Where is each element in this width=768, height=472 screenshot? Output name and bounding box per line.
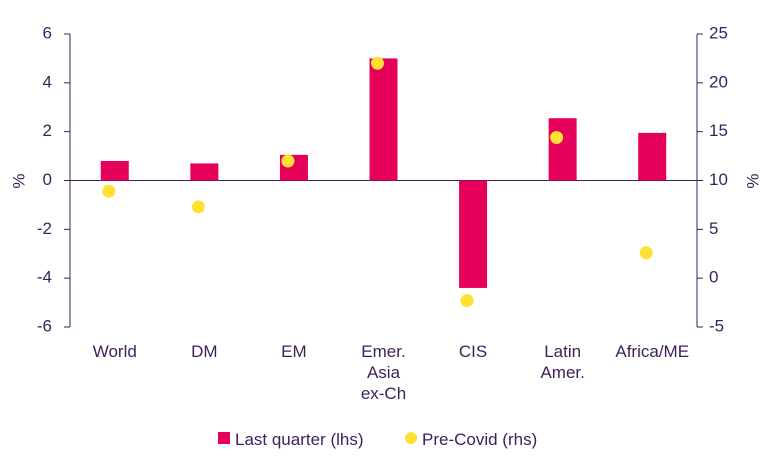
category-label: Emer. Asia ex-Ch bbox=[361, 342, 406, 403]
category-label-line: CIS bbox=[459, 342, 487, 361]
bar bbox=[459, 180, 488, 288]
dot bbox=[639, 246, 653, 260]
bar bbox=[638, 132, 667, 181]
bar-series bbox=[100, 58, 667, 288]
right-tick-label: 15 bbox=[709, 121, 728, 140]
left-tick-label: 2 bbox=[43, 121, 52, 140]
left-tick-label: -2 bbox=[37, 219, 52, 238]
category-label-line: Asia bbox=[367, 363, 401, 382]
category-label-line: World bbox=[93, 342, 137, 361]
dot bbox=[191, 200, 205, 214]
left-axis-ticks: -6 -4 -2 0 2 4 6 bbox=[37, 23, 70, 335]
right-axis-ticks: -5 0 5 10 15 20 25 bbox=[697, 23, 728, 335]
category-label-line: ex-Ch bbox=[361, 384, 406, 403]
bar bbox=[190, 163, 219, 181]
dot-series bbox=[102, 56, 653, 308]
legend-label-pre-covid: Pre-Covid (rhs) bbox=[422, 430, 537, 449]
category-label: DM bbox=[191, 342, 217, 361]
left-tick-label: 4 bbox=[43, 72, 52, 91]
dot bbox=[102, 184, 116, 198]
left-tick-label: -4 bbox=[37, 268, 52, 287]
category-label: Latin Amer. bbox=[540, 342, 584, 382]
bar bbox=[548, 118, 577, 181]
category-label: CIS bbox=[459, 342, 487, 361]
category-label-line: Africa/ME bbox=[615, 342, 689, 361]
left-tick-label: 0 bbox=[43, 170, 52, 189]
right-tick-label: -5 bbox=[709, 316, 724, 335]
category-label: World bbox=[93, 342, 137, 361]
legend-swatch-pre-covid bbox=[405, 432, 417, 444]
category-label-line: Latin bbox=[544, 342, 581, 361]
right-axis-title: % bbox=[743, 173, 762, 188]
category-label: EM bbox=[281, 342, 307, 361]
category-label-line: DM bbox=[191, 342, 217, 361]
right-tick-label: 0 bbox=[709, 268, 718, 287]
category-label-line: Amer. bbox=[540, 363, 584, 382]
legend: Last quarter (lhs) Pre-Covid (rhs) bbox=[218, 430, 537, 449]
legend-swatch-last-quarter bbox=[218, 432, 230, 444]
bar bbox=[369, 58, 398, 181]
left-axis-title: % bbox=[9, 173, 28, 188]
dot bbox=[550, 131, 564, 145]
category-label: Africa/ME bbox=[615, 342, 689, 361]
left-tick-label: 6 bbox=[43, 23, 52, 42]
category-label-line: EM bbox=[281, 342, 307, 361]
dot bbox=[460, 294, 474, 308]
bar bbox=[100, 160, 129, 181]
right-tick-label: 5 bbox=[709, 219, 718, 238]
dot bbox=[371, 56, 384, 70]
right-tick-label: 25 bbox=[709, 23, 728, 42]
category-label-line: Emer. bbox=[361, 342, 405, 361]
dot bbox=[281, 154, 295, 168]
left-tick-label: -6 bbox=[37, 316, 52, 335]
right-tick-label: 10 bbox=[709, 170, 728, 189]
right-tick-label: 20 bbox=[709, 72, 728, 91]
category-labels: World DM EM Emer. Asia ex-Ch CIS Latin Amer. Afri… bbox=[93, 342, 689, 403]
legend-label-last-quarter: Last quarter (lhs) bbox=[235, 430, 364, 449]
